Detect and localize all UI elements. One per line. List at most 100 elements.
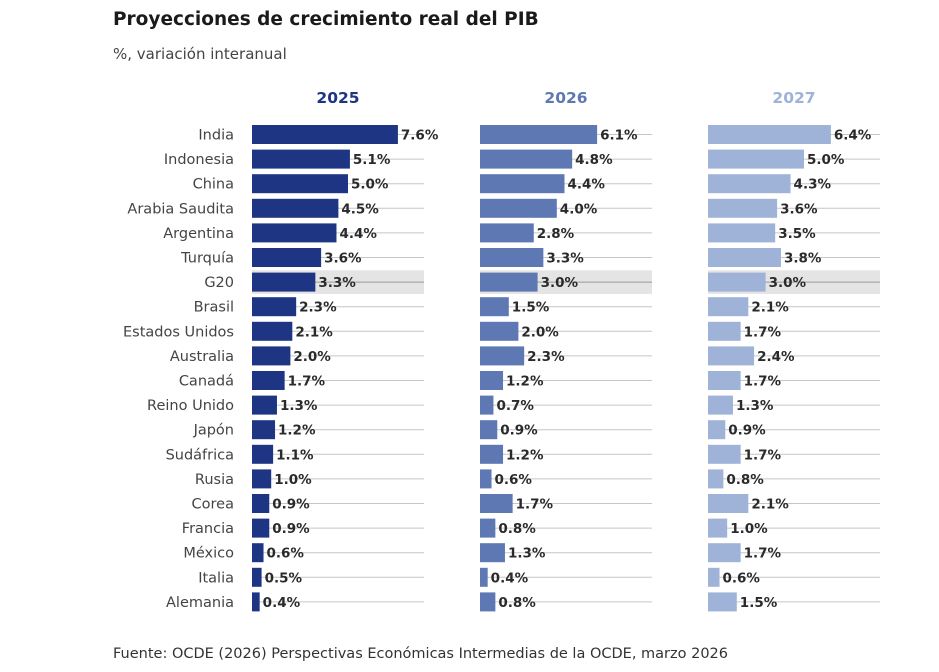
bar-2027-10 (708, 371, 741, 390)
value-label-2027-15: 2.1% (751, 497, 789, 513)
value-label-2027-0: 6.4% (834, 128, 872, 144)
bar-2026-1 (480, 149, 573, 169)
value-label-2027-10: 1.7% (744, 374, 782, 390)
value-label-2027-4: 3.5% (778, 226, 816, 242)
bar-2026-18 (480, 567, 488, 587)
value-label-2027-7: 2.1% (751, 300, 789, 316)
value-label-2027-14: 0.8% (726, 472, 764, 488)
bar-2027-7 (708, 297, 749, 317)
value-label-2025-7: 2.3% (299, 300, 337, 316)
bar-2026-19 (480, 592, 496, 612)
value-label-2026-12: 0.9% (500, 423, 538, 439)
bar-2026-4 (480, 223, 534, 243)
bar-2025-16 (252, 518, 270, 538)
bar-2026-3 (480, 198, 557, 218)
value-label-2025-18: 0.5% (265, 570, 303, 586)
value-label-2025-19: 0.4% (263, 595, 301, 611)
value-label-2027-9: 2.4% (757, 349, 795, 365)
bar-2027-6 (708, 272, 766, 292)
value-label-2027-12: 0.9% (728, 423, 766, 439)
category-label-australia: Australia (170, 349, 234, 365)
value-label-2026-6: 3.0% (541, 275, 579, 291)
bar-2026-5 (480, 248, 544, 267)
value-label-2025-12: 1.2% (278, 423, 316, 439)
source-note: Fuente: OCDE (2026) Perspectivas Económi… (113, 646, 729, 662)
category-label-japon: Japón (193, 423, 234, 439)
value-label-2026-10: 1.2% (506, 374, 544, 390)
bar-2025-17 (252, 543, 264, 563)
value-label-2026-2: 4.4% (567, 177, 605, 193)
bar-2026-12 (480, 420, 498, 440)
category-label-turquia: Turquía (180, 251, 234, 267)
bar-2026-9 (480, 346, 525, 366)
bar-2026-13 (480, 444, 504, 464)
chart-title: Proyecciones de crecimiento real del PIB (113, 9, 539, 30)
bar-2026-7 (480, 297, 509, 317)
bar-2025-2 (252, 174, 348, 194)
value-label-2025-4: 4.4% (339, 226, 377, 242)
bar-2025-11 (252, 395, 277, 415)
bar-2025-5 (252, 248, 322, 267)
bar-2027-11 (708, 395, 733, 415)
bar-2025-14 (252, 469, 272, 489)
value-label-2026-4: 2.8% (537, 226, 575, 242)
category-label-india: India (198, 128, 234, 144)
value-label-2025-13: 1.1% (276, 447, 314, 463)
bar-2026-0 (480, 125, 598, 144)
panel-header-2026: 2026 (544, 89, 587, 107)
value-label-2026-5: 3.3% (546, 251, 584, 267)
bar-2027-17 (708, 543, 741, 563)
bar-2027-3 (708, 198, 778, 218)
value-label-2027-3: 3.6% (780, 201, 818, 217)
bar-2026-17 (480, 543, 505, 563)
bar-2026-16 (480, 518, 496, 538)
value-label-2026-19: 0.8% (498, 595, 536, 611)
value-label-2025-3: 4.5% (341, 201, 379, 217)
value-label-2025-17: 0.6% (267, 546, 305, 562)
category-label-corea: Corea (192, 497, 234, 513)
category-label-g20: G20 (204, 275, 234, 291)
value-label-2026-8: 2.0% (521, 324, 559, 340)
value-label-2026-13: 1.2% (506, 447, 544, 463)
value-label-2025-2: 5.0% (351, 177, 389, 193)
value-label-2025-14: 1.0% (274, 472, 312, 488)
bar-2026-8 (480, 321, 519, 341)
bar-2027-9 (708, 346, 755, 366)
value-label-2027-16: 1.0% (730, 521, 768, 537)
value-label-2027-19: 1.5% (740, 595, 778, 611)
bar-2025-13 (252, 444, 274, 464)
bar-2027-2 (708, 174, 791, 194)
value-label-2027-17: 1.7% (744, 546, 782, 562)
value-label-2025-11: 1.3% (280, 398, 318, 414)
chart-subtitle: %, variación interanual (113, 45, 287, 63)
category-label-arabia-saudita: Arabia Saudita (127, 201, 234, 217)
bar-2025-3 (252, 198, 339, 218)
bar-2027-12 (708, 420, 726, 440)
value-label-2025-10: 1.7% (288, 374, 326, 390)
bar-2025-9 (252, 346, 291, 366)
bar-2025-12 (252, 420, 276, 440)
value-label-2025-16: 0.9% (272, 521, 310, 537)
value-label-2025-9: 2.0% (293, 349, 331, 365)
bar-2025-15 (252, 494, 270, 513)
bar-2025-18 (252, 567, 262, 587)
bar-2026-14 (480, 469, 492, 489)
category-label-canada: Canadá (179, 374, 234, 390)
value-label-2027-18: 0.6% (723, 570, 761, 586)
value-label-2026-16: 0.8% (498, 521, 536, 537)
value-label-2025-6: 3.3% (318, 275, 356, 291)
category-label-indonesia: Indonesia (164, 152, 234, 168)
value-label-2025-0: 7.6% (401, 128, 439, 144)
bar-2026-6 (480, 272, 538, 292)
bar-2027-15 (708, 494, 749, 513)
bar-2027-16 (708, 518, 728, 538)
bar-2027-14 (708, 469, 724, 489)
panel-header-2025: 2025 (316, 89, 359, 107)
category-label-brasil: Brasil (194, 300, 234, 316)
value-label-2026-11: 0.7% (496, 398, 534, 414)
bar-2025-7 (252, 297, 297, 317)
value-label-2027-13: 1.7% (744, 447, 782, 463)
value-label-2026-3: 4.0% (560, 201, 598, 217)
